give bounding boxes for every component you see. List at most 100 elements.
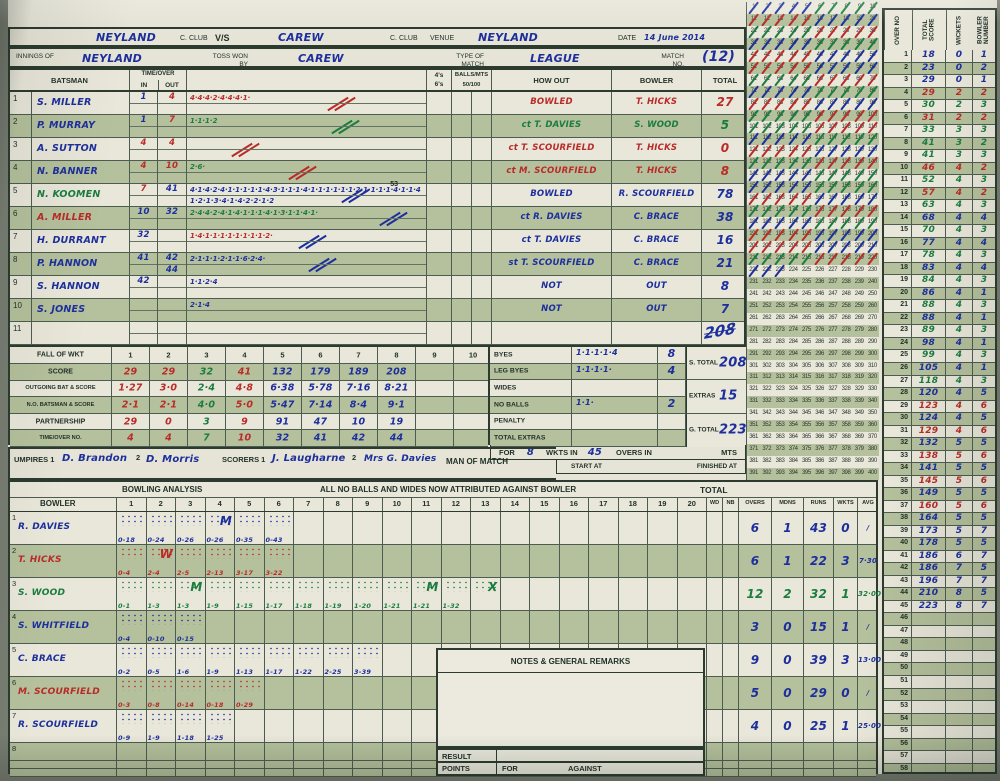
over-no-cell: 40 [884, 538, 912, 550]
bowler-name-header-cell [10, 498, 117, 511]
tally-cell: 307 [826, 361, 839, 373]
tally-number: 280 [867, 326, 877, 333]
fow-cell: 1·27 [112, 380, 150, 397]
bowling-over-cell [235, 743, 265, 760]
bowling-total-cell: 1 [772, 545, 804, 577]
tally-cell: 51 [747, 61, 760, 75]
tally-cell: 324 [787, 384, 800, 396]
over-row: 6 31 2 2 [884, 112, 995, 126]
tally-cell: 102 [760, 120, 773, 134]
overs-in-value: 45 [587, 446, 603, 458]
over-no-cell: 52 [884, 688, 912, 701]
tally-number: 310 [867, 362, 877, 369]
over-row: 13 63 4 3 [884, 200, 995, 213]
bat-cell [427, 115, 452, 137]
tally-number: 300 [867, 350, 877, 357]
over-score-cell: 196 [912, 575, 946, 588]
batsman-row: 8 P. HANNON 41 42 44 2·1·1·1·2·1·1·6·2·4· st T… [10, 253, 744, 276]
bowler-row-number: 4 [12, 612, 17, 621]
spare-cell [678, 761, 707, 768]
batsman-total: 38 [716, 210, 734, 224]
fow-cell: 4·8 [226, 380, 264, 397]
tally-cell: 135 [800, 156, 813, 170]
tally-number: 354 [788, 422, 798, 429]
tally-cell: 71 [747, 85, 760, 99]
over-row: 9 41 3 3 [884, 150, 995, 163]
over-wickets: 4 [955, 262, 963, 273]
bowling-over-cell: 1-9 [206, 644, 235, 676]
bat-cell [472, 161, 492, 183]
over-score-cell: 178 [912, 538, 946, 550]
extras-total-value: 4 [667, 363, 676, 377]
over-col-number-text: 4 [217, 499, 222, 508]
tally-cell: 170 [866, 192, 879, 206]
bowling-over-cell [648, 578, 678, 610]
spare-cell [383, 761, 412, 768]
over-score: 89 [922, 325, 935, 336]
tally-number: 360 [867, 422, 877, 429]
bat-cell: T. HICKS [612, 138, 702, 160]
tally-cell: 342 [760, 408, 773, 420]
tally-cell: 251 [747, 301, 760, 313]
over-wkts-cell: 3 [946, 125, 973, 137]
bowling-over-cell [294, 710, 324, 742]
fow-cell: 32 [264, 430, 302, 446]
over-no-cell: 7 [884, 125, 912, 137]
tally-number: 238 [841, 278, 851, 285]
over-bowler-cell: 2 [973, 188, 995, 200]
fow-cell: 132 [264, 364, 302, 380]
over-row: 44 210 8 5 [884, 588, 995, 601]
fow-cell [454, 381, 492, 397]
over-bowler-no: 2 [980, 137, 988, 148]
tally-row: 381 382 383 384 385 386 387 388 389 390 [747, 456, 879, 469]
fow-value: 19 [389, 416, 404, 428]
batsman-total: 27 [716, 95, 734, 109]
over-score: 118 [918, 375, 939, 386]
over-wkts-cell [946, 738, 973, 751]
tally-row: 171172173174175176177178179180 [747, 204, 879, 218]
tally-cell: 22 [760, 25, 773, 39]
batsman-total: 7 [720, 302, 730, 316]
over-wkts-cell: 4 [946, 237, 973, 250]
tally-cell: 283 [773, 337, 786, 349]
tally-cell: 377 [826, 444, 839, 456]
bowling-over-cell [117, 743, 147, 760]
tally-number: 242 [762, 290, 772, 297]
out-slash-mark [340, 188, 370, 204]
bat-cell [472, 230, 492, 252]
bowler-name: R. SCOURFIELD [18, 720, 99, 730]
tally-cell: 337 [826, 396, 839, 408]
bowling-over-cell: 0-24 [147, 512, 176, 544]
fow-cell: 179 [302, 364, 340, 380]
tally-cell: 13 [773, 13, 786, 27]
tally-cell: 266 [813, 313, 826, 325]
fow-cell: 41 [226, 364, 264, 380]
tally-cell: 157 [826, 180, 839, 194]
over-score: 98 [922, 337, 935, 348]
bowler-name-cell: 5 C. BRACE [10, 644, 117, 676]
tally-cell: 64 [787, 73, 800, 87]
tally-number: 301 [749, 362, 758, 369]
over-no-cell: 30 [884, 413, 912, 425]
over-score-cell [912, 738, 946, 751]
how-out-value: ct T. SCOURFIELD [508, 143, 595, 153]
over-cumulative: 0-35 [236, 536, 254, 544]
tally-cell: 101 [747, 120, 760, 134]
tally-cell: 267 [826, 313, 839, 325]
fow-value: 5·0 [235, 399, 254, 411]
over-score-cell: 210 [912, 588, 946, 600]
bat-cell: OUT [612, 276, 702, 298]
bowling-over-cell: 1-9 [147, 710, 176, 742]
fow-cell: 44 [378, 430, 416, 446]
over-wkts-cell: 5 [946, 525, 973, 538]
bowling-over-cell [589, 545, 619, 577]
batsman-number: 6 [13, 209, 18, 218]
bowling-total-cell [707, 644, 723, 676]
bowling-total-cell: 0 [772, 710, 804, 742]
over-score: 78 [922, 250, 935, 261]
tally-cell: 306 [813, 361, 826, 373]
bowling-over-cell [206, 743, 235, 760]
over-no-cell: 58 [884, 763, 912, 772]
tally-number: 276 [815, 326, 824, 333]
fow-cell: 0 [150, 413, 188, 430]
